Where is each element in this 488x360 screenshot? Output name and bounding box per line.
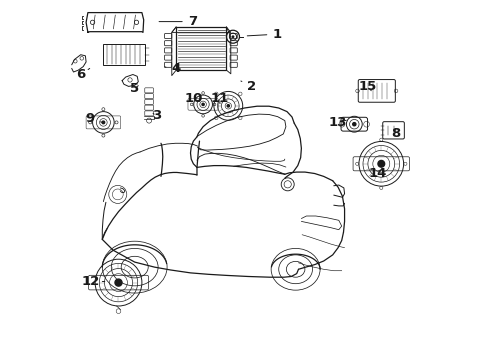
Circle shape bbox=[231, 35, 234, 38]
Text: 1: 1 bbox=[247, 28, 281, 41]
Circle shape bbox=[202, 103, 204, 105]
Text: 11: 11 bbox=[210, 93, 228, 105]
Circle shape bbox=[352, 123, 355, 126]
Circle shape bbox=[115, 279, 122, 286]
Text: 15: 15 bbox=[358, 80, 376, 93]
Circle shape bbox=[102, 121, 104, 124]
Text: 2: 2 bbox=[241, 80, 256, 93]
Bar bbox=[103, 44, 144, 65]
Text: 13: 13 bbox=[328, 116, 346, 129]
Text: 7: 7 bbox=[159, 15, 197, 28]
Text: 4: 4 bbox=[164, 62, 181, 75]
Circle shape bbox=[377, 161, 384, 167]
Text: 12: 12 bbox=[81, 275, 104, 288]
Bar bbox=[176, 27, 226, 70]
Text: 9: 9 bbox=[86, 112, 102, 125]
Text: 3: 3 bbox=[151, 109, 161, 122]
Text: 14: 14 bbox=[368, 167, 386, 180]
Text: 8: 8 bbox=[390, 127, 400, 140]
Text: 5: 5 bbox=[130, 82, 139, 95]
Circle shape bbox=[227, 105, 229, 107]
Text: 10: 10 bbox=[184, 93, 203, 105]
Text: 6: 6 bbox=[76, 68, 89, 81]
